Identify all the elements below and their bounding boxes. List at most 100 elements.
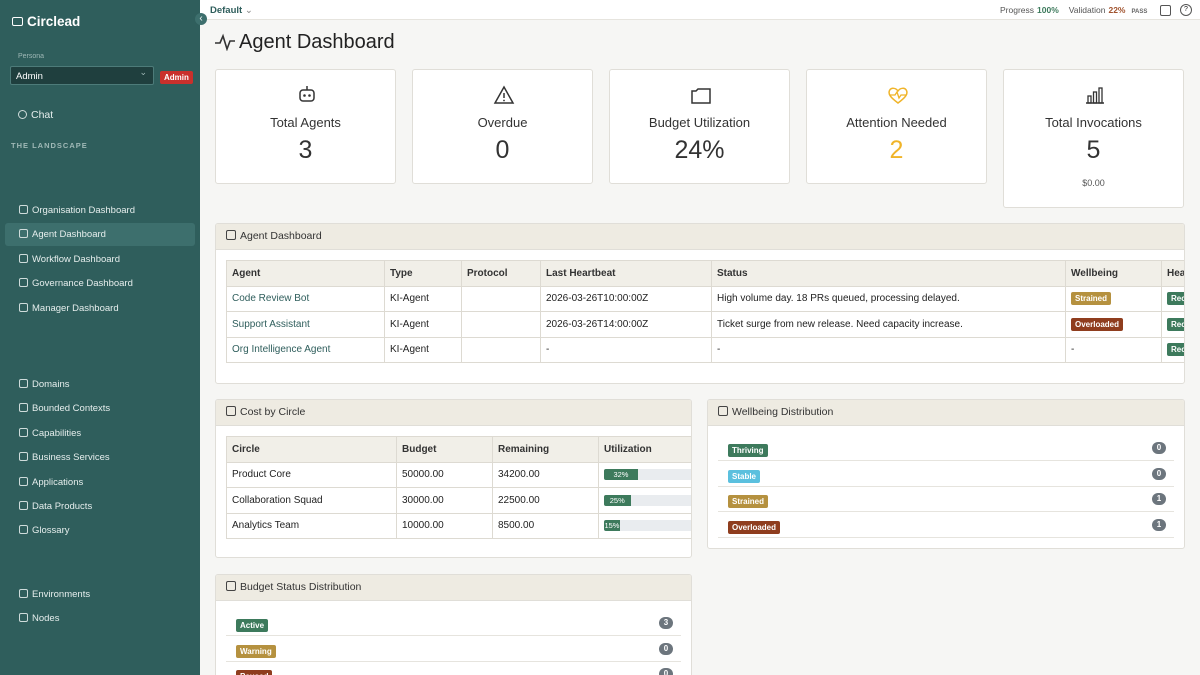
nav-label: Agent Dashboard	[32, 229, 106, 241]
cell-text: 34200.00	[498, 469, 540, 481]
icon-svg	[299, 86, 315, 102]
badge: Recent	[1167, 292, 1184, 306]
cube-icon[interactable]	[1160, 5, 1171, 16]
card-value: 0	[495, 136, 510, 164]
caret: ⌄	[242, 5, 253, 16]
column-header: Circle	[226, 436, 397, 463]
cell-text: High volume day. 18 PRs queued, processi…	[717, 293, 960, 305]
section-label: THE LANDSCAPE	[11, 141, 88, 150]
nav-icon	[19, 379, 28, 388]
count-pill: 0	[659, 642, 673, 655]
badge: Active	[236, 619, 269, 632]
panel-header: Agent Dashboard	[216, 224, 1184, 250]
nav-item[interactable]: Governance Dashboard	[5, 272, 195, 295]
table-row: Code Review Bot KI-Agent 2026-03-26T10:00:…	[226, 285, 1184, 312]
nav-item[interactable]: Business Services	[5, 446, 195, 469]
nav-label: Governance Dashboard	[32, 278, 133, 290]
agent-table: Agent Type Protocol Last Heartbeat Status Wel…	[226, 260, 1184, 363]
panel-title: Agent Dashboard	[240, 230, 322, 242]
column-header: Status	[711, 260, 1066, 287]
nav-item[interactable]: Domains	[5, 373, 195, 396]
card-sub: $0.00	[1082, 178, 1105, 188]
stat-card: Overdue 0	[412, 69, 593, 184]
count-pill: 1	[1152, 493, 1166, 506]
table-row: Product Core 50000.00 34200.00 32%	[226, 461, 691, 488]
agent-link[interactable]: Code Review Bot	[232, 293, 310, 305]
stat-card: Attention Needed 2	[806, 69, 987, 184]
nav-icon	[19, 229, 28, 239]
cell-text: KI-Agent	[390, 293, 429, 305]
collapse-button[interactable]: ‹	[195, 13, 207, 25]
select-caret: ⌄	[139, 67, 147, 77]
persona-label: Persona	[18, 53, 45, 60]
nav-item[interactable]: Nodes	[5, 607, 195, 630]
card-label: Attention Needed	[846, 115, 947, 130]
progress-value: 100%	[1037, 5, 1059, 15]
table-cell: 2026-03-26T10:00:00Z	[540, 285, 712, 312]
nav-item[interactable]: Workflow Dashboard	[5, 248, 195, 271]
progress-label: Progress	[1000, 5, 1035, 15]
nav-label: Environments	[32, 589, 91, 600]
nav-item[interactable]: Applications	[5, 471, 195, 494]
nav-icon	[18, 110, 27, 119]
distribution-row: Paused 0	[226, 662, 681, 675]
cell-text: 8500.00	[498, 520, 535, 532]
nav-label: Organisation Dashboard	[32, 205, 135, 216]
badge: Recent	[1167, 343, 1184, 357]
cell-text: 10000.00	[402, 520, 444, 532]
cell-text: KI-Agent	[390, 344, 429, 356]
table-cell: 8500.00	[492, 512, 599, 539]
nav-item[interactable]: Organisation Dashboard	[5, 199, 195, 222]
table-cell	[461, 336, 541, 363]
table-cell: KI-Agent	[384, 285, 462, 312]
validation-value: 22%	[1108, 5, 1126, 15]
nav-label: Chat	[31, 109, 54, 121]
persona-select[interactable]: Admin ⌄	[10, 66, 154, 85]
cell-text: 2026-03-26T10:00:00Z	[546, 293, 649, 305]
stat-card: Total Invocations 5 $0.00	[1003, 69, 1184, 208]
table-cell: 30000.00	[396, 487, 493, 514]
cell-text: 22500.00	[498, 494, 540, 506]
table-cell: 15%	[598, 512, 691, 539]
table-cell: Org Intelligence Agent	[226, 336, 385, 363]
nav-item[interactable]: Bounded Contexts	[5, 397, 195, 420]
panel-header: Wellbeing Distribution	[708, 400, 1184, 426]
table-cell	[461, 285, 541, 312]
nav-item[interactable]: Environments	[5, 583, 195, 606]
column-header: Remaining	[492, 436, 599, 463]
table-cell: Overloaded	[1065, 311, 1162, 338]
panel-title: Wellbeing Distribution	[732, 406, 834, 418]
progress-track: 15%	[604, 520, 691, 532]
count-pill: 0	[1152, 442, 1166, 454]
persona-badge: Admin	[160, 71, 193, 84]
validation-label: Validation	[1068, 5, 1106, 15]
count-pill: 1	[1152, 519, 1166, 532]
nav-item[interactable]: Capabilities	[5, 422, 195, 445]
nav-item[interactable]: Manager Dashboard	[5, 297, 195, 320]
card-value: 3	[298, 136, 313, 164]
table-cell: KI-Agent	[384, 336, 462, 363]
distribution-row: Warning 0	[226, 637, 681, 662]
pulse-icon	[214, 33, 236, 56]
agent-link[interactable]: Org Intelligence Agent	[232, 344, 331, 356]
nav-icon	[19, 613, 28, 623]
nav-label: Data Products	[32, 501, 93, 512]
panel-icon	[226, 230, 236, 240]
nav-item[interactable]: Agent Dashboard	[5, 223, 195, 247]
nav-label: Domains	[32, 379, 70, 390]
nav-item[interactable]: Chat	[5, 104, 195, 127]
table-row: Support Assistant KI-Agent 2026-03-26T14:0…	[226, 311, 1184, 338]
badge: Warning	[236, 644, 276, 658]
workspace-select[interactable]: Default ⌄	[210, 5, 253, 16]
table-cell: -	[1065, 336, 1162, 363]
agent-link[interactable]: Support Assistant	[232, 318, 310, 330]
badge: Recent	[1167, 317, 1184, 331]
nav-item[interactable]: Glossary	[5, 519, 195, 542]
nav-item[interactable]: Data Products	[5, 495, 195, 518]
nav-label: Business Services	[32, 452, 110, 464]
help-icon[interactable]: ?	[1180, 4, 1192, 16]
card-label: Budget Utilization	[648, 115, 751, 130]
validation-status: PASS	[1131, 9, 1148, 15]
table-row: Analytics Team 10000.00 8500.00 15%	[226, 512, 691, 539]
